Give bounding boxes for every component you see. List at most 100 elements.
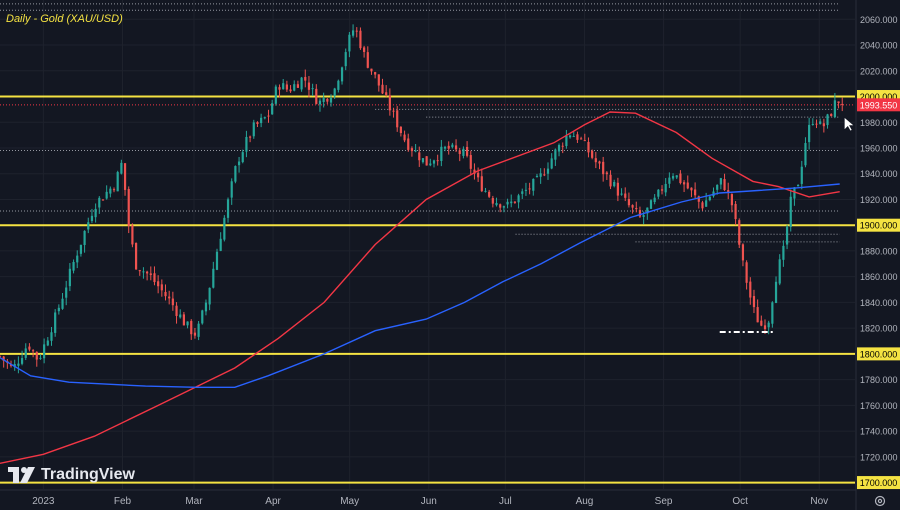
x-tick-label: Sep — [655, 496, 673, 507]
candle — [168, 290, 171, 305]
candle — [0, 355, 2, 359]
candle-body — [296, 84, 300, 88]
candle-body — [138, 270, 141, 272]
candle-body — [550, 158, 553, 169]
candle-body — [484, 190, 487, 192]
candle — [329, 94, 333, 107]
candle — [660, 185, 664, 195]
candle-body — [488, 191, 491, 197]
candle-body — [598, 161, 601, 164]
candle-body — [694, 189, 697, 196]
candle-body — [326, 98, 329, 102]
candle — [469, 150, 472, 176]
candle-body — [13, 364, 16, 368]
candle — [811, 118, 814, 126]
candle — [414, 144, 417, 153]
candle — [679, 170, 682, 185]
candle-body — [363, 47, 366, 52]
x-tick-label: May — [340, 496, 359, 507]
candle-body — [171, 298, 174, 306]
candle — [624, 187, 627, 202]
candle-body — [524, 189, 528, 191]
tradingview-brand[interactable]: TradingView — [8, 466, 135, 484]
candle-body — [469, 155, 472, 169]
candle-body — [256, 122, 259, 125]
candle-body — [804, 143, 807, 166]
candle — [407, 133, 410, 152]
candle — [528, 182, 531, 195]
candle — [271, 99, 274, 115]
candle-body — [230, 181, 233, 198]
candle — [146, 270, 149, 281]
candle — [234, 165, 237, 184]
candle-body — [374, 72, 377, 75]
candle — [127, 186, 130, 234]
candle — [723, 173, 726, 191]
candle — [72, 259, 75, 274]
candle-body — [39, 357, 42, 359]
candle — [727, 182, 730, 200]
candle-body — [440, 146, 443, 161]
candle — [675, 175, 678, 180]
candle — [32, 349, 35, 358]
candle — [833, 93, 836, 119]
candle-body — [822, 123, 825, 127]
candle-body — [186, 321, 189, 326]
candle — [488, 189, 491, 199]
candle-body — [767, 322, 770, 328]
candle-body — [160, 284, 163, 291]
candle — [241, 149, 244, 164]
candle-body — [697, 196, 700, 202]
candle-body — [131, 225, 134, 245]
candle — [804, 137, 807, 168]
candle — [123, 163, 127, 196]
candle-body — [153, 273, 156, 283]
candle — [506, 198, 509, 209]
candle-body — [414, 150, 417, 152]
candle-body — [705, 200, 708, 207]
candle-body — [833, 100, 836, 118]
candle — [13, 359, 16, 371]
candle-body — [734, 203, 737, 220]
candle-body — [657, 189, 660, 197]
y-tick-label: 1960.000 — [860, 143, 898, 153]
candle-body — [193, 332, 197, 336]
candle — [561, 142, 564, 154]
candle — [300, 76, 303, 92]
candle-body — [432, 160, 436, 164]
candle-body — [109, 188, 112, 194]
candle — [462, 146, 465, 159]
candle-body — [664, 183, 667, 193]
candle-body — [539, 173, 542, 177]
candle — [326, 97, 329, 105]
candle — [421, 158, 425, 164]
candle — [616, 177, 619, 202]
candle — [388, 88, 391, 116]
candle-body — [340, 67, 344, 82]
level-label: 1900.000 — [860, 221, 898, 231]
candle-body — [35, 351, 38, 360]
candle-body — [76, 255, 79, 263]
candle-body — [271, 103, 274, 115]
candle-body — [101, 199, 105, 201]
candle — [39, 354, 42, 360]
candle-body — [282, 83, 285, 90]
y-tick-label: 2020.000 — [860, 66, 898, 76]
candle-body — [351, 30, 355, 36]
candle — [381, 78, 384, 95]
y-tick-label: 1940.000 — [860, 169, 898, 179]
candle — [344, 48, 347, 71]
candle-body — [642, 215, 645, 217]
candle — [447, 141, 450, 155]
candle-body — [594, 158, 597, 163]
candle-body — [98, 197, 101, 208]
candle-body — [826, 114, 829, 126]
candle — [20, 350, 24, 366]
candle — [282, 78, 285, 90]
candle — [613, 179, 616, 188]
x-tick-label: Oct — [732, 496, 748, 507]
settings-gear-icon[interactable] — [874, 495, 886, 507]
candle-body — [248, 136, 252, 138]
